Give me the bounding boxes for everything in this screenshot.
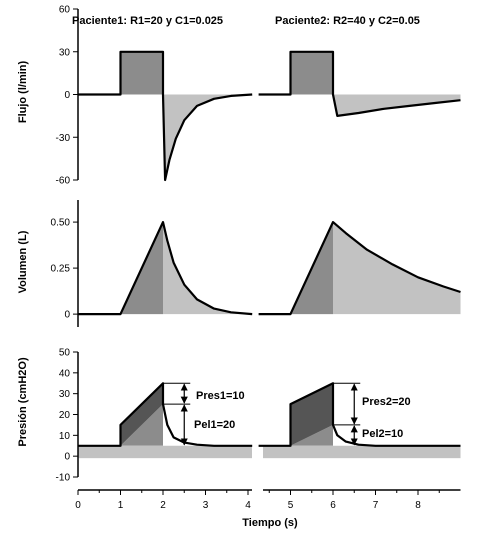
flujo-insp-area-p1: [120, 51, 163, 95]
volumen-exp-area-p1: [163, 222, 253, 315]
volumen-ytick-label-0.25: 0.25: [51, 264, 71, 275]
presion-ytick-label-40: 40: [59, 368, 71, 379]
volumen-exp-area-p2: [333, 222, 461, 315]
presion-ytick-label-30: 30: [59, 389, 71, 400]
x-tick-label-2: 2: [160, 500, 166, 511]
volumen-ylabel: Volumen (L): [17, 230, 29, 293]
flujo-ylabel: Flujo (l/min): [17, 61, 29, 124]
presion-ytick-label-20: 20: [59, 410, 71, 421]
volumen-curve-p2: [258, 221, 461, 316]
patient2-title: Paciente2: R2=40 y C2=0.05: [275, 15, 420, 27]
volumen-ytick-label-0: 0: [64, 310, 70, 321]
presion-curve-p1: [78, 382, 253, 447]
flujo-ytick-label-0: 0: [64, 90, 70, 101]
annotation-pres1: Pres1=10: [196, 390, 245, 402]
presion-curve-p2: [258, 382, 461, 447]
volumen-curve-p1: [78, 221, 253, 316]
presion-ytick-label-50: 50: [59, 348, 71, 359]
flujo-ytick-label--30: -30: [56, 133, 71, 144]
annotation-pel2: Pel2=10: [362, 428, 403, 440]
annotation-pel1: Pel1=20: [194, 419, 235, 431]
peep-band-1: [78, 445, 252, 459]
pressure-resistive-area-p2: [290, 383, 333, 446]
presion-ylabel: Presión (cmH2O): [17, 357, 29, 447]
flujo-exp-area-p1: [163, 51, 253, 180]
peep-band-2: [263, 445, 461, 459]
flujo-ytick-label--60: -60: [56, 176, 71, 187]
x-tick-label-7: 7: [373, 500, 379, 511]
x-tick-label-6: 6: [330, 500, 336, 511]
x-tick-label-3: 3: [203, 500, 209, 511]
pressure-resistive-area-p1: [120, 383, 163, 446]
pressure-elastic-area-p2: [290, 424, 333, 446]
flujo-insp-area-p2: [290, 51, 333, 95]
flujo-curve-p2: [258, 50, 461, 118]
flujo-exp-area-p2: [333, 51, 461, 116]
x-tick-label-4: 4: [245, 500, 251, 511]
x-tick-label-8: 8: [415, 500, 421, 511]
flujo-ytick-label-30: 30: [59, 47, 71, 58]
x-axis-label: Tiempo (s): [242, 517, 298, 529]
flujo-curve-p1: [78, 50, 253, 182]
x-tick-label-1: 1: [118, 500, 124, 511]
flujo-ytick-label-60: 60: [59, 5, 71, 16]
plot-layer: 60 30 0 -30 -60 0.50 0.25 0 50 40 30 20 10 0 -10 0 1 2 3 4 5…: [51, 5, 461, 511]
x-tick-label-5: 5: [288, 500, 294, 511]
presion-ytick-label--10: -10: [56, 473, 71, 484]
pressure-elastic-area-p1: [120, 404, 163, 446]
presion-ytick-label-0: 0: [64, 452, 70, 463]
volumen-ytick-label-0.5: 0.50: [51, 218, 71, 229]
patient1-title: Paciente1: R1=20 y C1=0.025: [72, 15, 223, 27]
annotation-pres2: Pres2=20: [362, 396, 411, 408]
presion-ytick-label-10: 10: [59, 431, 71, 442]
x-tick-label-0: 0: [75, 500, 81, 511]
